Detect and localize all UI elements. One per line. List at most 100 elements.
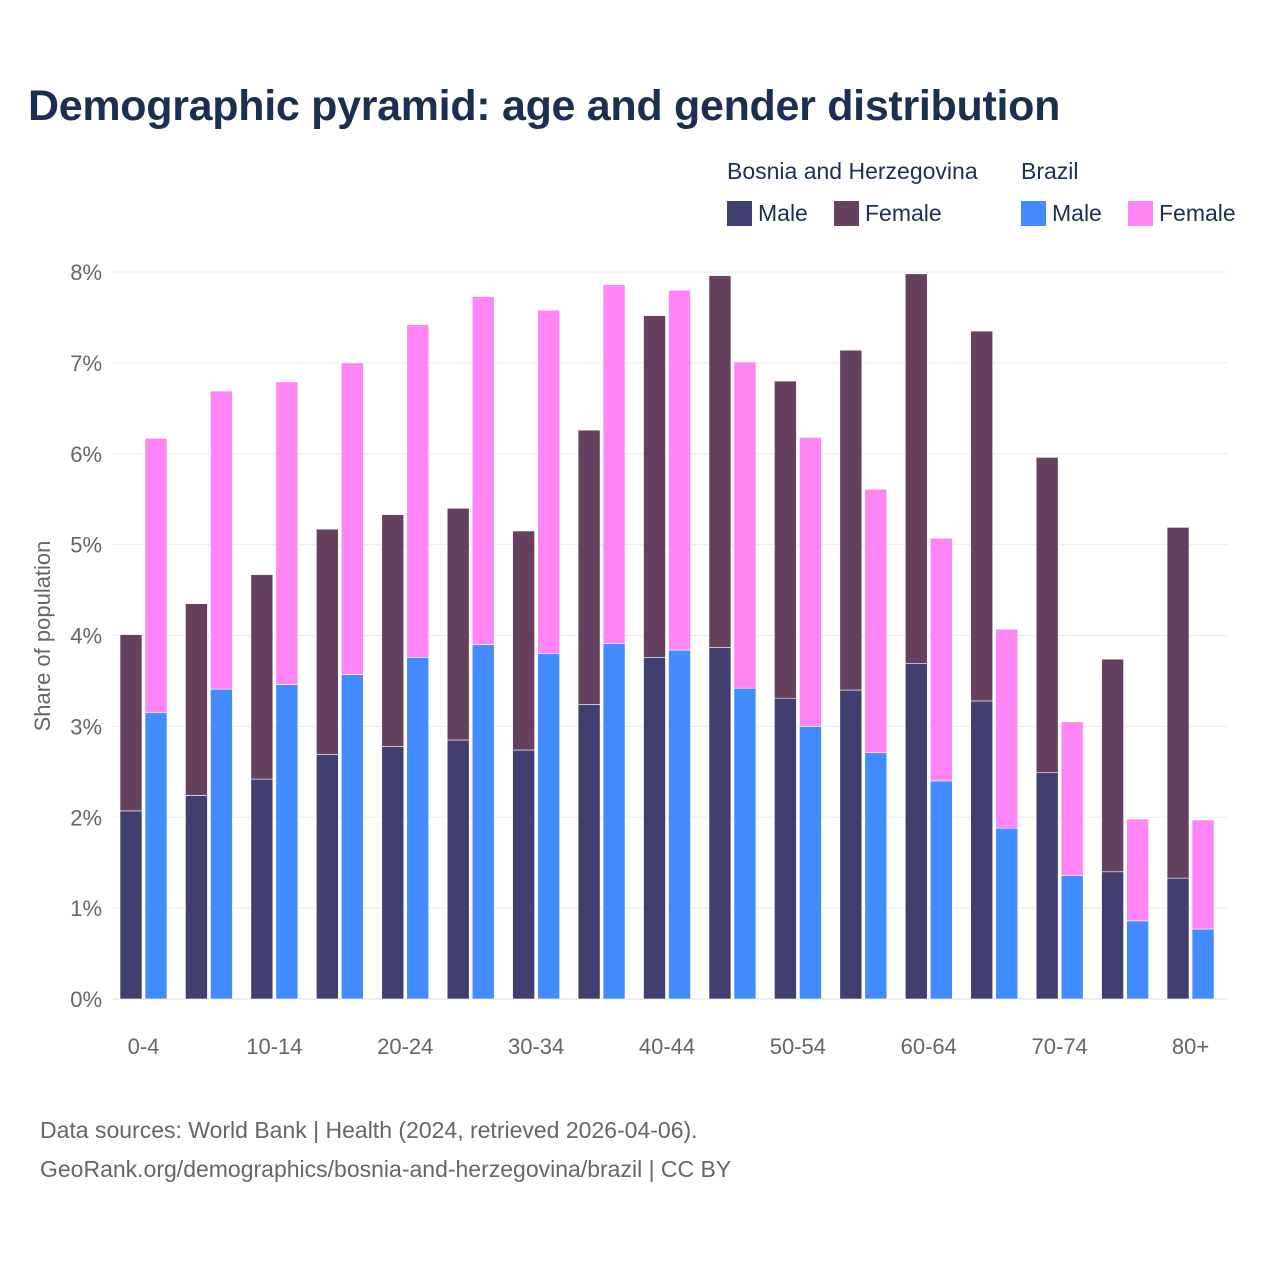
bar-brazil-female-5-9 <box>210 390 233 690</box>
legend-group-bosnia: Bosnia and Herzegovina <box>727 158 978 184</box>
y-tick-label: 8% <box>70 260 102 285</box>
y-tick-label: 1% <box>70 896 102 921</box>
x-tick-label: 10-14 <box>246 1034 302 1059</box>
legend-label: Male <box>1052 200 1102 226</box>
legend-swatch <box>727 201 752 226</box>
bar-bosnia-and-herzegovina-male-30-34 <box>512 749 535 1000</box>
bar-bosnia-and-herzegovina-female-25-29 <box>446 507 470 741</box>
legend-swatch <box>1128 201 1153 226</box>
bar-bosnia-and-herzegovina-male-20-24 <box>381 746 405 1000</box>
bar-bosnia-and-herzegovina-female-55-59 <box>839 349 863 691</box>
bar-bosnia-and-herzegovina-female-10-14 <box>250 574 274 780</box>
bar-bosnia-and-herzegovina-male-40-44 <box>643 657 666 1000</box>
bar-brazil-male-20-24 <box>406 657 430 1000</box>
bar-brazil-female-40-44 <box>668 289 691 651</box>
bar-brazil-male-30-34 <box>537 653 560 1000</box>
bar-brazil-female-10-14 <box>275 381 299 685</box>
legend-swatch <box>834 201 859 226</box>
bar-bosnia-and-herzegovina-male-10-14 <box>250 778 274 1000</box>
bar-brazil-female-0-4 <box>144 438 168 714</box>
bar-brazil-female-60-64 <box>929 537 953 782</box>
bar-brazil-female-65-69 <box>995 628 1019 829</box>
bar-bosnia-and-herzegovina-female-80+ <box>1166 527 1190 879</box>
legend-label: Female <box>865 200 942 226</box>
bar-bosnia-and-herzegovina-male-80+ <box>1166 877 1190 1000</box>
bar-brazil-female-70-74 <box>1060 721 1084 876</box>
bar-bosnia-and-herzegovina-female-20-24 <box>381 514 405 747</box>
legend-group-brazil: Brazil <box>1021 158 1079 184</box>
legend-item-bosnia-male[interactable]: Male <box>727 200 808 227</box>
bar-bosnia-and-herzegovina-female-70-74 <box>1035 457 1059 774</box>
bar-brazil-male-10-14 <box>275 684 299 1000</box>
bar-brazil-female-75-79 <box>1126 818 1149 922</box>
bar-brazil-male-40-44 <box>668 649 691 1000</box>
bar-bosnia-and-herzegovina-male-65-69 <box>970 700 994 1000</box>
bar-bosnia-and-herzegovina-male-45-49 <box>708 647 732 1000</box>
chart-title: Demographic pyramid: age and gender dist… <box>28 82 1061 130</box>
bar-brazil-female-25-29 <box>471 296 495 645</box>
y-tick-label: 6% <box>70 442 102 467</box>
bar-bosnia-and-herzegovina-male-15-19 <box>316 754 339 1000</box>
x-tick-label: 40-44 <box>639 1034 695 1059</box>
bar-bosnia-and-herzegovina-male-35-39 <box>577 704 601 1000</box>
bar-brazil-female-80+ <box>1191 819 1215 930</box>
legend-item-brazil-female[interactable]: Female <box>1128 200 1236 227</box>
y-tick-label: 7% <box>70 351 102 376</box>
bar-brazil-male-0-4 <box>144 712 168 1000</box>
bar-brazil-female-20-24 <box>406 324 430 658</box>
legend-swatch <box>1021 201 1046 226</box>
bar-bosnia-and-herzegovina-female-15-19 <box>316 528 339 755</box>
bar-brazil-female-35-39 <box>602 284 626 644</box>
bar-brazil-male-75-79 <box>1126 920 1149 1000</box>
bar-brazil-male-45-49 <box>733 687 757 1000</box>
bar-brazil-male-80+ <box>1191 928 1215 1000</box>
bar-brazil-male-65-69 <box>995 827 1019 1000</box>
bar-brazil-female-50-54 <box>799 437 822 727</box>
y-tick-label: 0% <box>70 987 102 1012</box>
bar-bosnia-and-herzegovina-male-50-54 <box>774 697 797 1000</box>
bar-bosnia-and-herzegovina-male-25-29 <box>446 739 470 1000</box>
legend-label: Female <box>1159 200 1236 226</box>
bar-bosnia-and-herzegovina-female-35-39 <box>577 429 601 705</box>
bar-brazil-male-35-39 <box>602 643 626 1000</box>
bar-bosnia-and-herzegovina-female-50-54 <box>774 380 797 699</box>
bar-brazil-male-5-9 <box>210 688 233 1000</box>
y-axis-title: Share of population <box>30 541 55 732</box>
bar-bosnia-and-herzegovina-female-60-64 <box>904 273 928 664</box>
bar-brazil-male-50-54 <box>799 726 822 1000</box>
bar-brazil-female-45-49 <box>733 361 757 689</box>
bar-brazil-male-55-59 <box>864 752 888 1000</box>
bar-bosnia-and-herzegovina-male-60-64 <box>904 663 928 1000</box>
bar-bosnia-and-herzegovina-male-55-59 <box>839 689 863 1000</box>
bar-bosnia-and-herzegovina-female-65-69 <box>970 330 994 702</box>
bar-bosnia-and-herzegovina-female-75-79 <box>1101 658 1124 873</box>
bar-brazil-male-15-19 <box>341 674 364 1000</box>
bar-brazil-female-15-19 <box>341 362 364 675</box>
bar-bosnia-and-herzegovina-male-75-79 <box>1101 871 1124 1000</box>
bar-bosnia-and-herzegovina-male-0-4 <box>119 810 143 1000</box>
x-tick-label: 80+ <box>1172 1034 1209 1059</box>
legend-item-bosnia-female[interactable]: Female <box>834 200 942 227</box>
bar-brazil-female-30-34 <box>537 309 560 654</box>
y-tick-label: 2% <box>70 805 102 830</box>
bar-bosnia-and-herzegovina-female-40-44 <box>643 315 666 658</box>
data-source-note: Data sources: World Bank | Health (2024,… <box>40 1117 698 1143</box>
x-tick-label: 60-64 <box>901 1034 957 1059</box>
bar-bosnia-and-herzegovina-male-70-74 <box>1035 772 1059 1000</box>
bar-bosnia-and-herzegovina-female-0-4 <box>119 634 143 812</box>
y-tick-label: 3% <box>70 714 102 739</box>
bar-brazil-male-70-74 <box>1060 875 1084 1000</box>
x-tick-label: 20-24 <box>377 1034 433 1059</box>
x-tick-label: 70-74 <box>1032 1034 1088 1059</box>
bar-bosnia-and-herzegovina-female-45-49 <box>708 275 732 648</box>
y-tick-label: 4% <box>70 624 102 649</box>
bar-bosnia-and-herzegovina-female-30-34 <box>512 530 535 751</box>
legend-item-brazil-male[interactable]: Male <box>1021 200 1102 227</box>
y-tick-label: 5% <box>70 533 102 558</box>
source-url[interactable]: GeoRank.org/demographics/bosnia-and-herz… <box>40 1156 732 1182</box>
x-tick-label: 0-4 <box>128 1034 160 1059</box>
x-tick-label: 50-54 <box>770 1034 826 1059</box>
bar-brazil-female-55-59 <box>864 488 888 754</box>
bar-bosnia-and-herzegovina-male-5-9 <box>185 795 208 1000</box>
